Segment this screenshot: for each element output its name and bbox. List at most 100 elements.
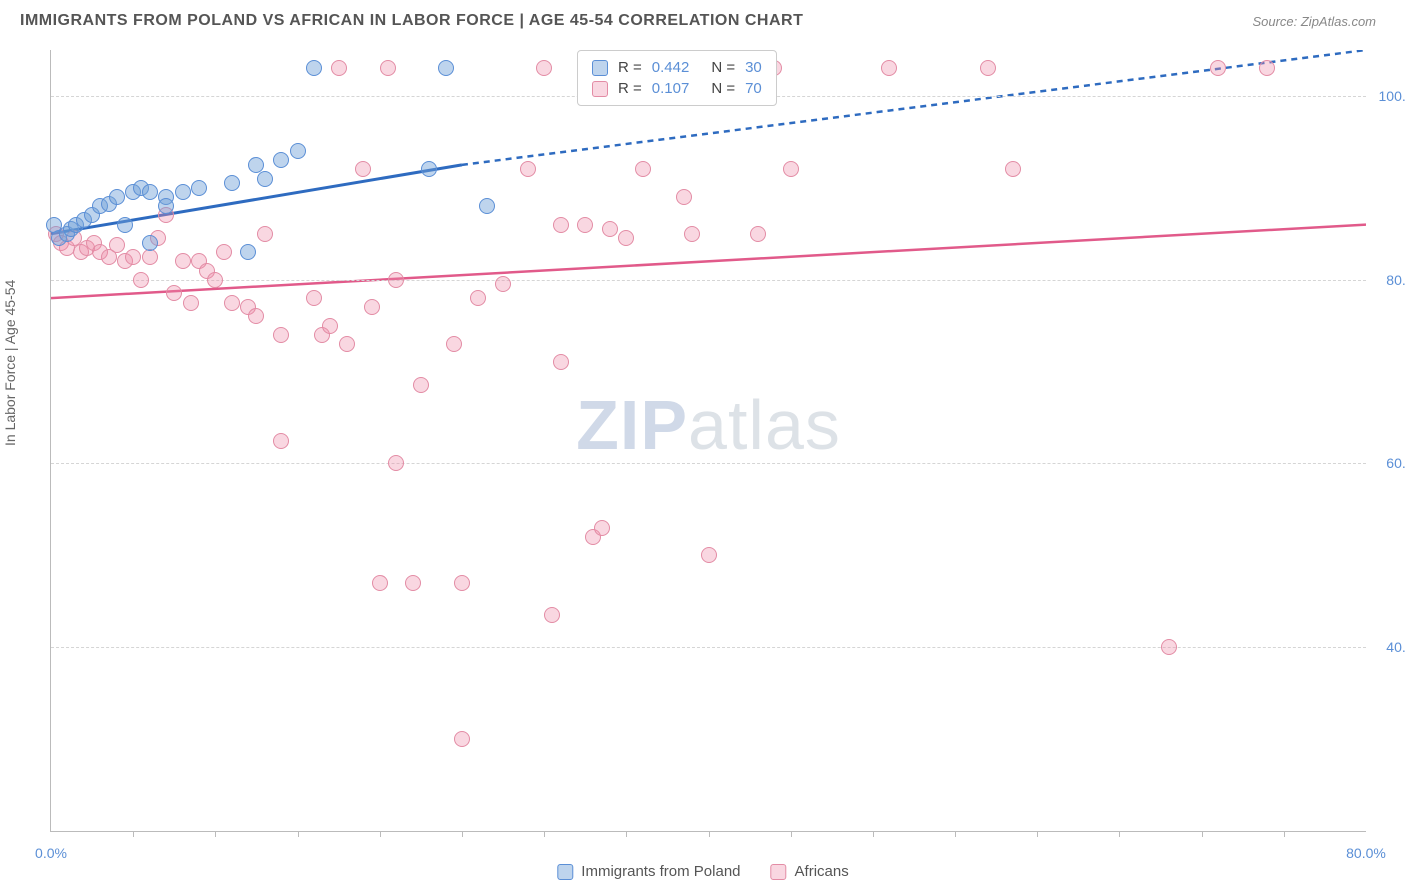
x-tick-mark [1119,831,1120,837]
bottom-legend-item: Immigrants from Poland [557,863,740,880]
x-tick-label: 80.0% [1346,845,1386,861]
data-point [133,272,149,288]
data-point [544,607,560,623]
legend-r-label: R = [618,59,642,76]
x-tick-mark [298,831,299,837]
data-point [273,152,289,168]
x-tick-mark [1284,831,1285,837]
data-point [191,180,207,196]
data-point [364,299,380,315]
data-point [257,226,273,242]
legend-r-label: R = [618,80,642,97]
data-point [388,455,404,471]
data-point [405,575,421,591]
x-tick-mark [544,831,545,837]
data-point [117,217,133,233]
data-point [701,547,717,563]
y-axis-label: In Labor Force | Age 45-54 [2,280,18,446]
data-point [553,217,569,233]
data-point [109,189,125,205]
legend-n-value: 70 [745,80,762,97]
data-point [881,60,897,76]
data-point [248,308,264,324]
data-point [306,60,322,76]
data-point [166,285,182,301]
data-point [380,60,396,76]
data-point [479,198,495,214]
data-point [388,272,404,288]
data-point [980,60,996,76]
data-point [536,60,552,76]
x-tick-mark [215,831,216,837]
data-point [109,237,125,253]
data-point [684,226,700,242]
data-point [175,253,191,269]
chart-title: IMMIGRANTS FROM POLAND VS AFRICAN IN LAB… [20,12,803,30]
data-point [355,161,371,177]
bottom-legend-label: Africans [795,863,849,880]
data-point [783,161,799,177]
data-point [142,184,158,200]
bottom-legend-item: Africans [771,863,849,880]
data-point [594,520,610,536]
data-point [142,235,158,251]
gridline-h [51,463,1366,464]
data-point [224,295,240,311]
data-point [635,161,651,177]
data-point [438,60,454,76]
x-tick-mark [955,831,956,837]
data-point [1005,161,1021,177]
data-point [183,295,199,311]
data-point [125,249,141,265]
legend-r-value: 0.442 [652,59,690,76]
data-point [216,244,232,260]
data-point [495,276,511,292]
legend-swatch [592,81,608,97]
data-point [618,230,634,246]
data-point [331,60,347,76]
data-point [553,354,569,370]
x-tick-mark [626,831,627,837]
x-tick-mark [462,831,463,837]
watermark: ZIPatlas [576,385,841,465]
x-tick-mark [380,831,381,837]
bottom-legend: Immigrants from Poland Africans [557,863,848,880]
data-point [1210,60,1226,76]
data-point [421,161,437,177]
data-point [322,318,338,334]
data-point [470,290,486,306]
data-point [290,143,306,159]
data-point [158,198,174,214]
y-tick-label: 60.0% [1371,455,1406,471]
x-tick-mark [1202,831,1203,837]
data-point [602,221,618,237]
data-point [454,731,470,747]
data-point [446,336,462,352]
x-tick-mark [873,831,874,837]
x-tick-mark [1037,831,1038,837]
data-point [1161,639,1177,655]
x-tick-mark [709,831,710,837]
data-point [372,575,388,591]
x-tick-mark [791,831,792,837]
legend-swatch [592,60,608,76]
legend-swatch [771,864,787,880]
data-point [273,327,289,343]
y-tick-label: 100.0% [1371,88,1406,104]
bottom-legend-label: Immigrants from Poland [581,863,740,880]
data-point [224,175,240,191]
legend-n-label: N = [711,59,735,76]
legend-n-label: N = [711,80,735,97]
correlation-legend: R = 0.442 N = 30 R = 0.107 N = 70 [577,50,777,106]
data-point [142,249,158,265]
gridline-h [51,280,1366,281]
legend-swatch [557,864,573,880]
legend-r-value: 0.107 [652,80,690,97]
data-point [413,377,429,393]
data-point [1259,60,1275,76]
data-point [454,575,470,591]
legend-n-value: 30 [745,59,762,76]
data-point [339,336,355,352]
data-point [306,290,322,306]
y-tick-label: 40.0% [1371,639,1406,655]
